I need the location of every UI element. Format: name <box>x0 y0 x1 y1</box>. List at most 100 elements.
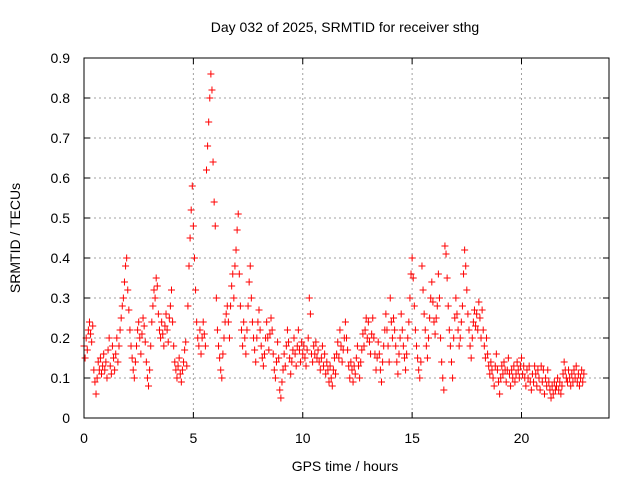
data-point <box>193 318 201 326</box>
data-point <box>418 262 426 270</box>
data-point <box>343 334 350 342</box>
data-point <box>299 350 307 358</box>
data-point <box>207 70 215 78</box>
data-point <box>475 298 483 306</box>
data-point <box>257 342 265 350</box>
data-point <box>208 86 216 94</box>
data-point <box>187 206 195 214</box>
data-point <box>355 362 363 370</box>
data-point <box>224 318 232 326</box>
data-point <box>489 374 497 382</box>
data-point <box>124 286 132 294</box>
data-point <box>536 386 544 394</box>
data-points <box>80 70 588 402</box>
data-point <box>89 322 97 330</box>
data-point <box>390 314 398 322</box>
data-point <box>556 378 564 386</box>
data-point <box>155 326 163 334</box>
data-point <box>429 298 437 306</box>
data-point <box>500 358 508 366</box>
data-point <box>273 358 280 366</box>
data-point <box>277 394 285 402</box>
data-point <box>111 366 119 374</box>
data-point <box>159 330 167 338</box>
data-point <box>437 334 445 342</box>
data-point <box>432 314 440 322</box>
data-point <box>315 358 323 366</box>
data-point <box>382 310 390 318</box>
data-point <box>416 374 424 382</box>
data-point <box>572 362 580 370</box>
data-point <box>168 286 175 294</box>
data-point <box>509 374 517 382</box>
data-point <box>129 366 137 374</box>
data-point <box>422 342 430 350</box>
data-point <box>141 338 149 346</box>
data-point <box>233 226 241 234</box>
data-point <box>99 362 107 370</box>
data-point <box>301 354 309 362</box>
data-point <box>174 362 182 370</box>
data-point <box>274 338 282 346</box>
data-point <box>468 334 476 342</box>
data-point <box>329 366 337 374</box>
data-point <box>336 326 344 334</box>
data-point <box>445 326 453 334</box>
data-point <box>472 322 480 330</box>
data-point <box>192 286 200 294</box>
data-point <box>143 374 151 382</box>
data-point <box>575 382 583 390</box>
data-point <box>180 358 188 366</box>
data-point <box>375 350 383 358</box>
data-point <box>96 354 104 362</box>
data-point <box>443 274 451 282</box>
data-point <box>267 314 275 322</box>
data-point <box>112 350 120 358</box>
data-point <box>360 342 368 350</box>
data-point <box>373 354 381 362</box>
y-axis-tick-labels: 0 0.1 0.2 0.3 0.4 0.5 0.6 0.7 0.8 0.9 <box>51 50 71 426</box>
data-point <box>323 358 331 366</box>
data-point <box>420 310 428 318</box>
data-point <box>297 358 305 366</box>
data-point <box>163 326 171 334</box>
data-point <box>264 334 272 342</box>
data-point <box>570 366 578 374</box>
data-point <box>451 314 459 322</box>
data-point <box>502 378 510 386</box>
data-point <box>448 358 455 366</box>
data-point <box>181 346 189 354</box>
data-point <box>369 314 377 322</box>
data-point <box>235 270 243 278</box>
data-point <box>419 286 427 294</box>
data-point <box>282 342 290 350</box>
data-point <box>88 338 96 346</box>
data-point <box>311 350 319 358</box>
data-point <box>134 326 142 334</box>
data-point <box>310 342 318 350</box>
data-point <box>554 374 562 382</box>
data-point <box>270 366 278 374</box>
data-point <box>395 350 403 358</box>
data-point <box>243 326 251 334</box>
data-point <box>84 326 92 334</box>
data-point <box>505 370 513 378</box>
data-point <box>496 390 504 398</box>
data-point <box>177 378 185 386</box>
data-point <box>122 262 130 270</box>
data-point <box>240 318 248 326</box>
data-point <box>396 334 404 342</box>
data-point <box>289 346 297 354</box>
data-point <box>379 358 387 366</box>
data-point <box>444 302 452 310</box>
data-point <box>227 302 235 310</box>
x-tick-label: 15 <box>404 430 420 446</box>
data-point <box>557 390 565 398</box>
data-point <box>316 366 324 374</box>
data-point <box>463 286 471 294</box>
data-point <box>335 354 343 362</box>
data-point <box>232 246 240 254</box>
data-point <box>198 334 206 342</box>
data-point <box>519 370 527 378</box>
data-point <box>222 310 230 318</box>
